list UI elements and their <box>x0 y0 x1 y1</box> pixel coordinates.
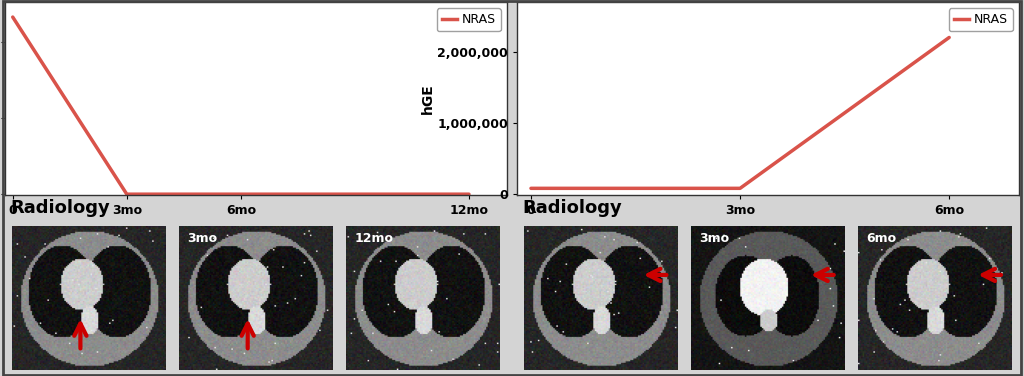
Text: Radiology: Radiology <box>10 200 110 217</box>
Legend: NRAS: NRAS <box>436 8 501 31</box>
Y-axis label: hGE: hGE <box>421 83 434 114</box>
Text: 3mo: 3mo <box>187 232 217 245</box>
Text: 3mo: 3mo <box>699 232 729 245</box>
Text: 12mo: 12mo <box>354 232 394 245</box>
Text: Radiology: Radiology <box>522 200 622 217</box>
Legend: NRAS: NRAS <box>948 8 1013 31</box>
Text: 6mo: 6mo <box>866 232 897 245</box>
